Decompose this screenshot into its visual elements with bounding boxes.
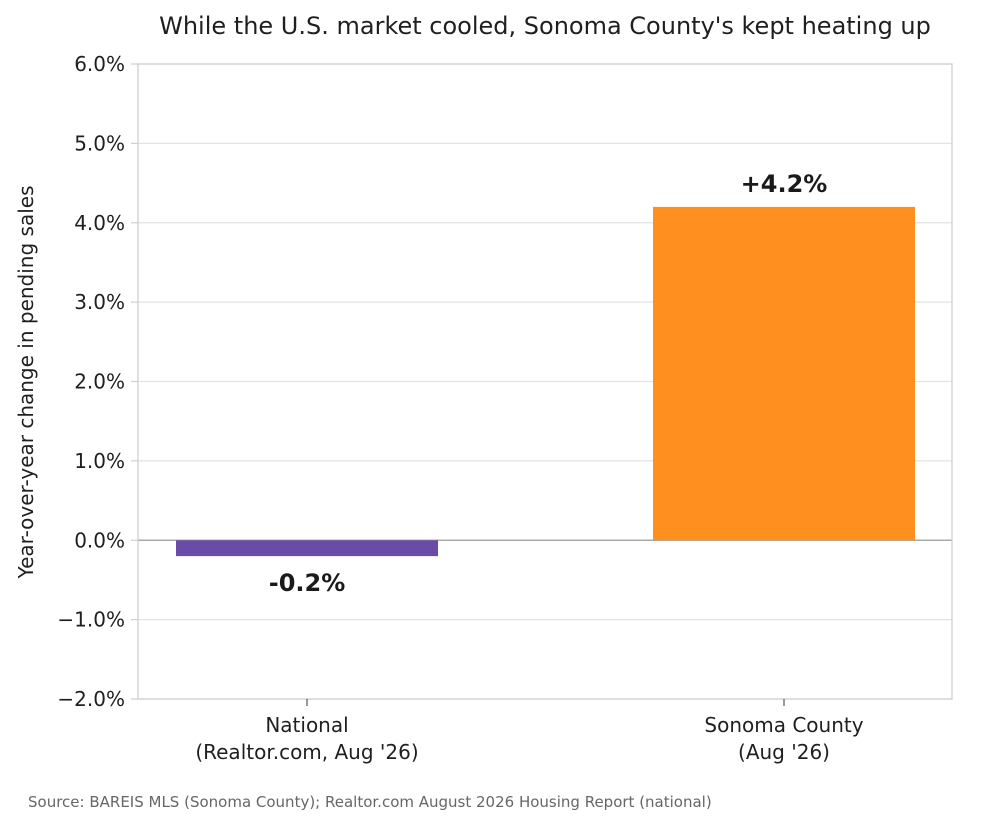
data-labels: -0.2% +4.2% [269, 170, 828, 597]
bars [176, 206, 915, 557]
grid-lines [138, 63, 952, 700]
x-axis-ticks: National (Realtor.com, Aug '26) Sonoma Cou… [195, 699, 864, 764]
y-tick-label: −2.0% [57, 687, 125, 711]
y-tick-label: 5.0% [74, 131, 125, 155]
x-tick-label: Sonoma County [704, 713, 863, 737]
y-axis-label: Year-over-year change in pending sales [14, 186, 38, 580]
bar-1 [653, 206, 915, 541]
data-label-1: +4.2% [741, 170, 828, 198]
chart-title: While the U.S. market cooled, Sonoma Cou… [159, 12, 931, 40]
bar-0 [176, 540, 438, 557]
source-note: Source: BAREIS MLS (Sonoma County); Real… [28, 793, 712, 811]
data-label-0: -0.2% [269, 569, 346, 597]
x-tick-label: (Realtor.com, Aug '26) [195, 740, 418, 764]
y-tick-label: 6.0% [74, 52, 125, 76]
y-tick-label: 3.0% [74, 290, 125, 314]
x-tick-label: National [265, 713, 348, 737]
y-tick-label: 1.0% [74, 449, 125, 473]
y-tick-label: 4.0% [74, 211, 125, 235]
x-tick-label: (Aug '26) [738, 740, 830, 764]
y-tick-label: 2.0% [74, 370, 125, 394]
y-tick-label: −1.0% [57, 608, 125, 632]
y-axis-ticks: −2.0% −1.0% 0.0% 1.0% 2.0% 3.0% 4.0% 5.0% 6.0% [57, 52, 138, 711]
y-tick-label: 0.0% [74, 528, 125, 552]
